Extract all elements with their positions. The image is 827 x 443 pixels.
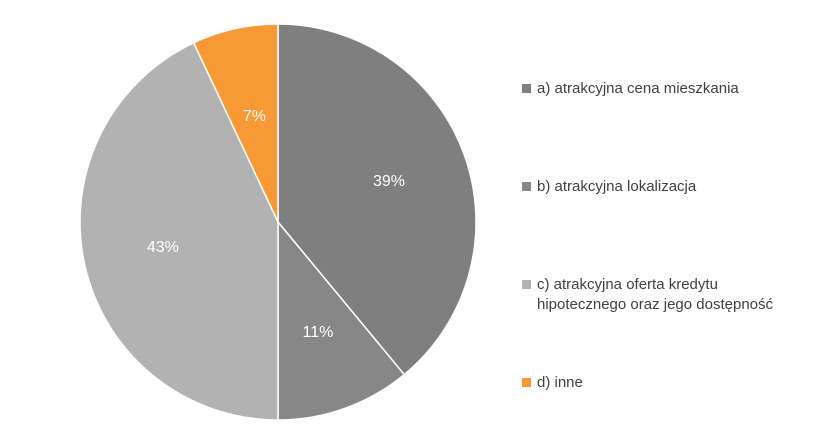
legend-swatch-b (522, 182, 531, 191)
legend-label-c: c) atrakcyjna oferta kredytu hipoteczneg… (537, 276, 774, 313)
legend-label-d: d) inne (537, 374, 583, 391)
legend: a) atrakcyjna cena mieszkania b) atrakcy… (522, 0, 822, 443)
pie-slice-b (277, 219, 406, 421)
pie-slice-d (192, 23, 279, 223)
legend-item-a: a) atrakcyjna cena mieszkania (522, 79, 739, 99)
data-label-d: 7% (243, 108, 266, 125)
legend-label-b: b) atrakcyjna lokalizacja (537, 178, 697, 195)
data-label-b: 11% (303, 324, 334, 341)
legend-item-c: c) atrakcyjna oferta kredytu hipoteczneg… (522, 275, 773, 315)
legend-swatch-d (522, 378, 531, 387)
legend-item-d: d) inne (522, 373, 583, 393)
data-label-c: 43% (147, 239, 179, 256)
legend-swatch-c (522, 280, 531, 289)
legend-item-b: b) atrakcyjna lokalizacja (522, 177, 696, 197)
legend-swatch-a (522, 84, 531, 93)
legend-label-a: a) atrakcyjna cena mieszkania (537, 80, 739, 97)
pie-slice-a (277, 23, 477, 376)
data-label-a: 39% (373, 173, 405, 190)
pie-slice-c (79, 41, 279, 421)
